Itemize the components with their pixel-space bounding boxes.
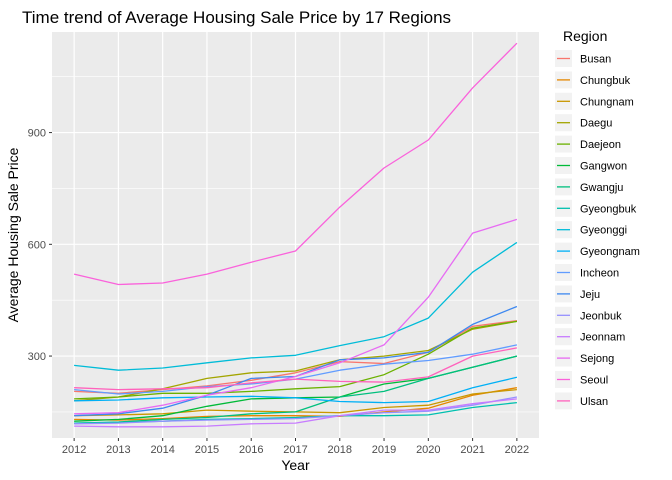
series-line-gyeonggi [74,241,518,371]
legend-label-chungbuk: Chungbuk [580,75,631,87]
legend-label-incheon: Incheon [580,268,619,280]
series-line-jeonnam [74,398,517,428]
chart-title: Time trend of Average Housing Sale Price… [22,8,451,27]
legend-label-daegu: Daegu [580,118,612,130]
legend-label-jeju: Jeju [580,289,600,301]
legend-label-seoul: Seoul [580,375,608,387]
series-line-gyeongnam [74,376,518,404]
legend-label-gyeongbuk: Gyeongbuk [580,203,637,215]
legend-label-gyeonggi: Gyeonggi [580,225,627,237]
legend-label-ulsan: Ulsan [580,396,608,408]
series-lines [73,42,518,428]
y-tick-label: 600 [28,239,46,251]
series-line-seoul [73,42,518,286]
x-tick-label: 2016 [239,444,263,456]
x-tick-label: 2018 [328,444,352,456]
x-axis: 2012 2013 2014 2015 2016 2017 2018 2019 2020 2021… [62,438,529,456]
legend-label-gwangju: Gwangju [580,182,623,194]
legend-label-chungnam: Chungnam [580,96,634,108]
x-tick-label: 2017 [283,444,307,456]
x-tick-label: 2012 [62,444,86,456]
legend-label-sejong: Sejong [580,353,614,365]
legend-label-jeonnam: Jeonnam [580,332,625,344]
x-tick-label: 2019 [372,444,396,456]
x-tick-label: 2020 [416,444,440,456]
legend-label-daejeon: Daejeon [580,139,621,151]
series-line-sejong [74,218,518,415]
x-tick-label: 2021 [460,444,484,456]
series-line-daejeon [74,320,517,400]
legend-label-jeonbuk: Jeonbuk [580,310,622,322]
legend-label-gangwon: Gangwon [580,161,627,173]
x-tick-label: 2014 [150,444,174,456]
y-tick-label: 300 [28,351,46,363]
legend-label-gyeongnam: Gyeongnam [580,246,640,258]
y-tick-label: 900 [28,128,46,140]
y-axis-title: Average Housing Sale Price [5,147,21,322]
legend-title: Region [563,28,607,44]
series-line-chungbuk [74,387,518,421]
legend: Region Busan Chungbuk Chungnam Daegu Daejeon… [555,28,640,410]
x-axis-title: Year [281,457,310,473]
y-axis: 300 600 900 [28,128,52,363]
grid-lines [52,32,539,438]
x-tick-label: 2013 [106,444,130,456]
legend-label-busan: Busan [580,54,611,66]
series-line-jeonbuk [74,396,518,425]
series-line-ulsan [74,347,518,391]
series-line-gwangju [74,355,518,424]
x-tick-label: 2022 [505,444,529,456]
x-tick-label: 2015 [195,444,219,456]
